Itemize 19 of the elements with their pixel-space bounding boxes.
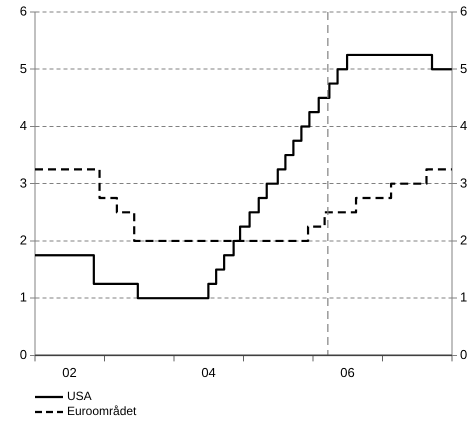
y-tick-label: 1 xyxy=(20,290,27,305)
y2-tick-label: 6 xyxy=(460,4,468,19)
y-tick-label: 5 xyxy=(20,60,27,76)
y-tick-label: 6 xyxy=(20,4,27,19)
y-tick-label: 3 xyxy=(20,175,27,190)
x-tick-label: 04 xyxy=(201,364,216,380)
y2-tick-label: 0 xyxy=(460,346,468,362)
legend-label: Euroområdet xyxy=(67,404,136,419)
x-tick-label: 06 xyxy=(340,364,355,380)
legend-label: USA xyxy=(67,389,92,404)
y2-tick-label: 4 xyxy=(460,118,468,134)
y2-tick-label: 1 xyxy=(460,290,468,305)
x-tick-label: 02 xyxy=(62,364,77,380)
y2-tick-label: 3 xyxy=(460,175,468,190)
y2-tick-label: 5 xyxy=(460,60,468,76)
y-tick-label: 4 xyxy=(20,118,27,134)
y2-tick-label: 2 xyxy=(460,232,468,248)
y-tick-label: 0 xyxy=(20,346,27,362)
y-tick-label: 2 xyxy=(20,232,27,248)
